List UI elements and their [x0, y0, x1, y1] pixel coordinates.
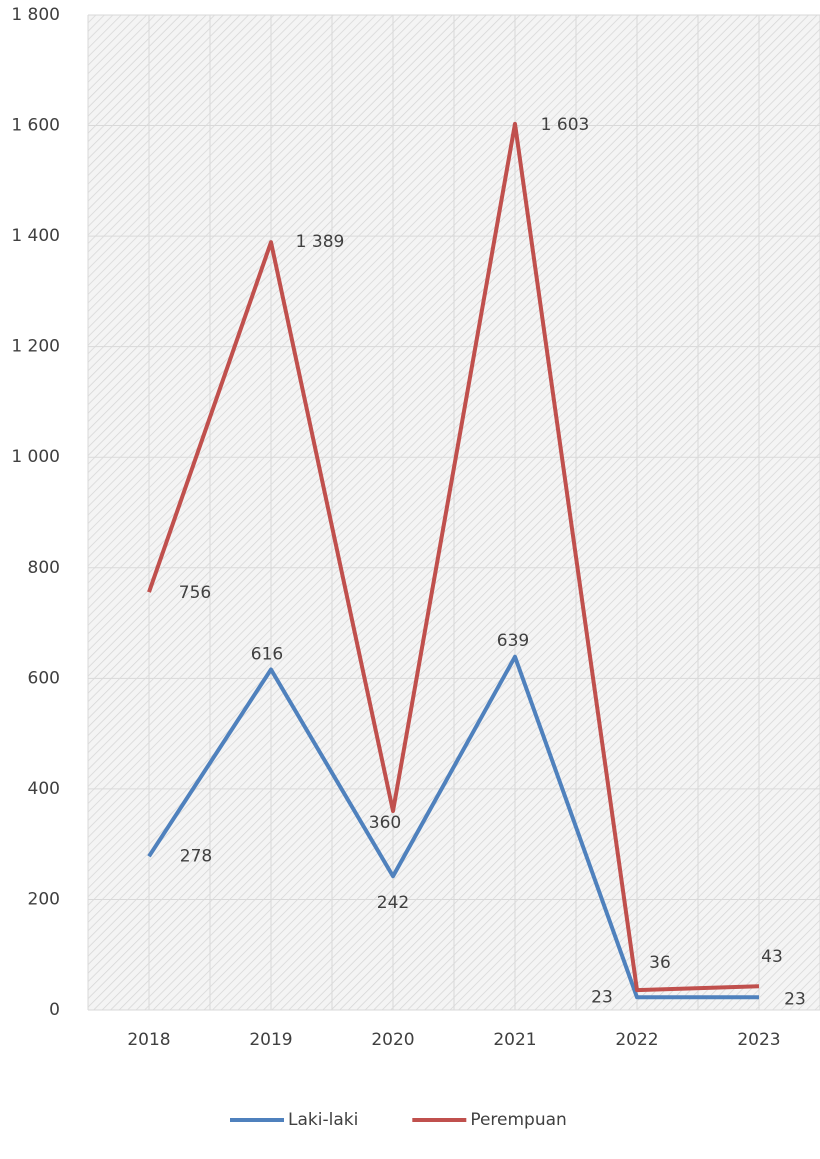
- data-label: 23: [591, 987, 613, 1007]
- series-line: [147, 654, 759, 1000]
- y-tick-label: 800: [28, 558, 60, 578]
- x-tick-label: 2019: [249, 1030, 292, 1050]
- data-label: 1 389: [296, 232, 345, 252]
- y-tick-label: 1 400: [11, 226, 60, 246]
- x-tick-label: 2020: [371, 1030, 414, 1050]
- data-label: 36: [649, 953, 671, 973]
- y-tick-label: 200: [28, 889, 60, 909]
- y-tick-label: 0: [49, 1000, 60, 1020]
- data-label: 23: [784, 989, 806, 1009]
- x-tick-label: 2018: [127, 1030, 170, 1050]
- data-label: 756: [179, 583, 211, 603]
- data-label: 278: [180, 846, 212, 866]
- data-label: 43: [761, 947, 783, 967]
- data-label: 242: [377, 893, 409, 913]
- series-line: [147, 121, 760, 993]
- data-label: 616: [251, 644, 283, 664]
- legend-label: Laki-laki: [288, 1110, 358, 1130]
- y-tick-label: 600: [28, 668, 60, 688]
- y-tick-label: 1 000: [11, 447, 60, 467]
- x-tick-label: 2021: [493, 1030, 536, 1050]
- legend-label: Perempuan: [470, 1110, 567, 1130]
- x-tick-label: 2022: [615, 1030, 658, 1050]
- data-label: 360: [369, 813, 401, 833]
- data-label: 1 603: [541, 115, 590, 135]
- y-tick-label: 1 600: [11, 116, 60, 136]
- y-tick-label: 1 200: [11, 337, 60, 357]
- y-tick-label: 400: [28, 779, 60, 799]
- x-tick-label: 2023: [737, 1030, 780, 1050]
- data-label: 639: [497, 631, 529, 651]
- y-tick-label: 1 800: [11, 5, 60, 25]
